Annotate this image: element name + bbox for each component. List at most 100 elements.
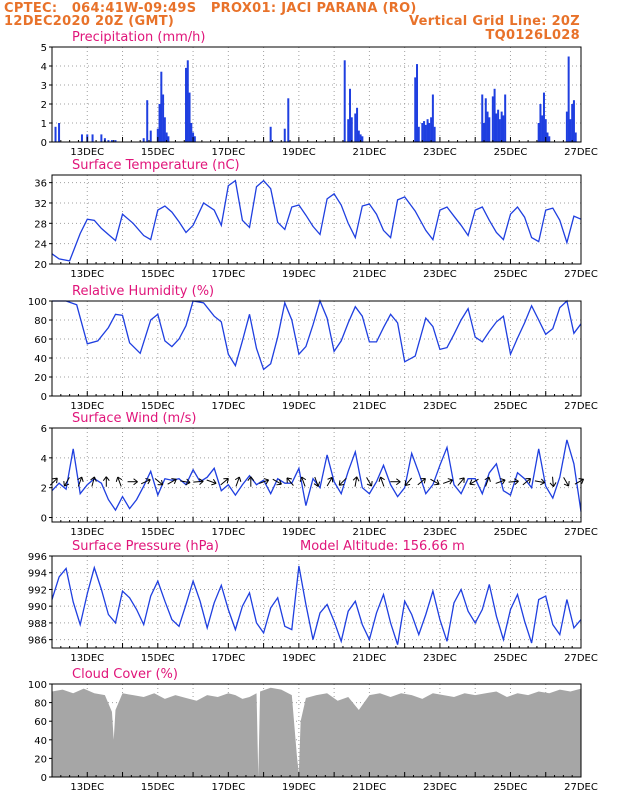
wind-arrow xyxy=(77,476,84,487)
wind-arrow-head xyxy=(313,481,321,487)
wind-arrow-head xyxy=(52,477,58,484)
wind-arrow xyxy=(326,476,334,487)
cloud-xtick-label: 17DEC xyxy=(211,782,245,793)
temp-xtick-label: 23DEC xyxy=(423,269,457,280)
wind-arrow-shaft xyxy=(49,477,58,486)
wind-arrow-shaft xyxy=(140,479,151,485)
wind-arrow xyxy=(140,478,151,485)
wind-arrow-head xyxy=(77,476,84,482)
wind-arrow xyxy=(102,476,110,487)
rh-xtick-label: 15DEC xyxy=(141,401,175,412)
precip-bar xyxy=(188,92,191,142)
precip-bar xyxy=(343,60,346,142)
wind-arrow-shaft xyxy=(508,480,519,483)
precip-bar xyxy=(110,140,113,142)
wind-arrow-head xyxy=(338,480,345,486)
precip-bar xyxy=(481,94,484,142)
precip-bar xyxy=(495,113,498,142)
precip-bar xyxy=(417,126,420,142)
precip-bar xyxy=(426,119,429,142)
wind-arrow-head xyxy=(286,477,292,483)
rh-frame xyxy=(51,300,582,397)
precip-bar xyxy=(541,115,544,142)
pressure-annotation: Model Altitude: 156.66 m xyxy=(300,539,465,554)
rh-ytick-label: 20 xyxy=(34,373,47,384)
wind-arrow xyxy=(220,478,229,486)
rh-xtick-label: 21DEC xyxy=(353,401,387,412)
precip-bar xyxy=(486,111,489,142)
wind-arrow-head xyxy=(63,481,70,487)
wind-arrow-head xyxy=(434,479,440,486)
precip-bar xyxy=(269,126,272,142)
wind-arrow xyxy=(417,478,426,486)
wind-arrow-shaft xyxy=(354,476,358,487)
precip-bar xyxy=(361,136,364,142)
temp-line xyxy=(51,179,582,262)
wind-arrow xyxy=(206,478,217,486)
wind-arrow-head xyxy=(484,476,491,482)
precip-bar xyxy=(146,100,149,142)
wind-arrow-head xyxy=(157,479,164,486)
wind-arrow xyxy=(522,478,532,486)
temp-xtick-label: 27DEC xyxy=(564,269,598,280)
precip-bar xyxy=(421,123,424,142)
wind-ytick-label: 6 xyxy=(41,424,47,435)
header-model-id: TQ0126L028 xyxy=(485,28,580,43)
precip-bar xyxy=(287,98,290,142)
precip-bar xyxy=(190,123,193,142)
cloud-ytick-label: 80 xyxy=(34,699,47,710)
wind-xtick-label: 19DEC xyxy=(282,527,316,538)
precip-bar xyxy=(424,124,427,142)
wind-arrow-head xyxy=(396,478,401,486)
precip-bar xyxy=(428,123,431,142)
precip-bar xyxy=(431,94,434,142)
pressure-xtick-label: 27DEC xyxy=(564,653,598,664)
precip-ytick-label: 3 xyxy=(41,81,47,92)
rh-ytick-label: 0 xyxy=(41,392,47,403)
temp-panel: Surface Temperature (nC) 20 24 28 32 36 13DEC 1… xyxy=(34,158,598,280)
wind-ytick-label: 0 xyxy=(41,514,47,525)
rh-ytick-label: 100 xyxy=(28,297,47,308)
precip-panel: Precipitation (mm/h) 0 1 2 3 4 5 13DEC 15DEC 17DE… xyxy=(41,30,598,158)
temp-ytick-label: 20 xyxy=(34,260,47,271)
precip-bar xyxy=(571,104,574,142)
precip-bar xyxy=(185,67,188,142)
wind-title: Surface Wind (m/s) xyxy=(72,411,196,426)
precip-bar xyxy=(433,126,436,142)
cloud-xtick-label: 15DEC xyxy=(141,782,175,793)
wind-xtick-label: 25DEC xyxy=(494,527,528,538)
rh-xtick-label: 13DEC xyxy=(70,401,104,412)
rh-ytick-label: 60 xyxy=(34,335,47,346)
wind-arrow-head xyxy=(90,476,97,482)
header-vertical-grid-note: Vertical Grid Line: 20Z xyxy=(408,14,580,29)
wind-arrow xyxy=(180,478,191,486)
wind-arrow xyxy=(390,478,401,486)
wind-arrow-head xyxy=(447,478,453,485)
pressure-ytick-label: 996 xyxy=(28,552,47,563)
precip-ytick-label: 0 xyxy=(41,138,47,149)
wind-arrow-head xyxy=(185,478,191,486)
wind-arrow-head xyxy=(171,478,177,485)
pressure-ytick-label: 992 xyxy=(28,585,47,596)
precip-bar xyxy=(548,136,551,142)
precip-bar xyxy=(186,60,189,142)
precip-bar xyxy=(160,71,163,142)
wind-arrow-shaft xyxy=(404,477,413,486)
wind-arrow xyxy=(378,476,385,487)
pressure-ytick-label: 994 xyxy=(28,569,47,580)
precip-ytick-label: 4 xyxy=(41,62,47,73)
wind-frame xyxy=(51,427,582,523)
wind-arrow xyxy=(49,477,58,486)
pressure-line xyxy=(51,565,582,645)
wind-line xyxy=(51,439,582,512)
pressure-xtick-label: 21DEC xyxy=(353,653,387,664)
wind-arrow xyxy=(549,476,557,488)
wind-arrow xyxy=(469,478,479,486)
wind-arrow-shaft xyxy=(485,476,490,487)
precip-bar xyxy=(502,115,505,142)
rh-xtick-label: 23DEC xyxy=(423,401,457,412)
precip-bar xyxy=(347,119,350,142)
wind-arrow-head xyxy=(404,480,411,487)
pressure-ytick-label: 988 xyxy=(28,619,47,630)
pressure-xtick-label: 25DEC xyxy=(494,653,528,664)
